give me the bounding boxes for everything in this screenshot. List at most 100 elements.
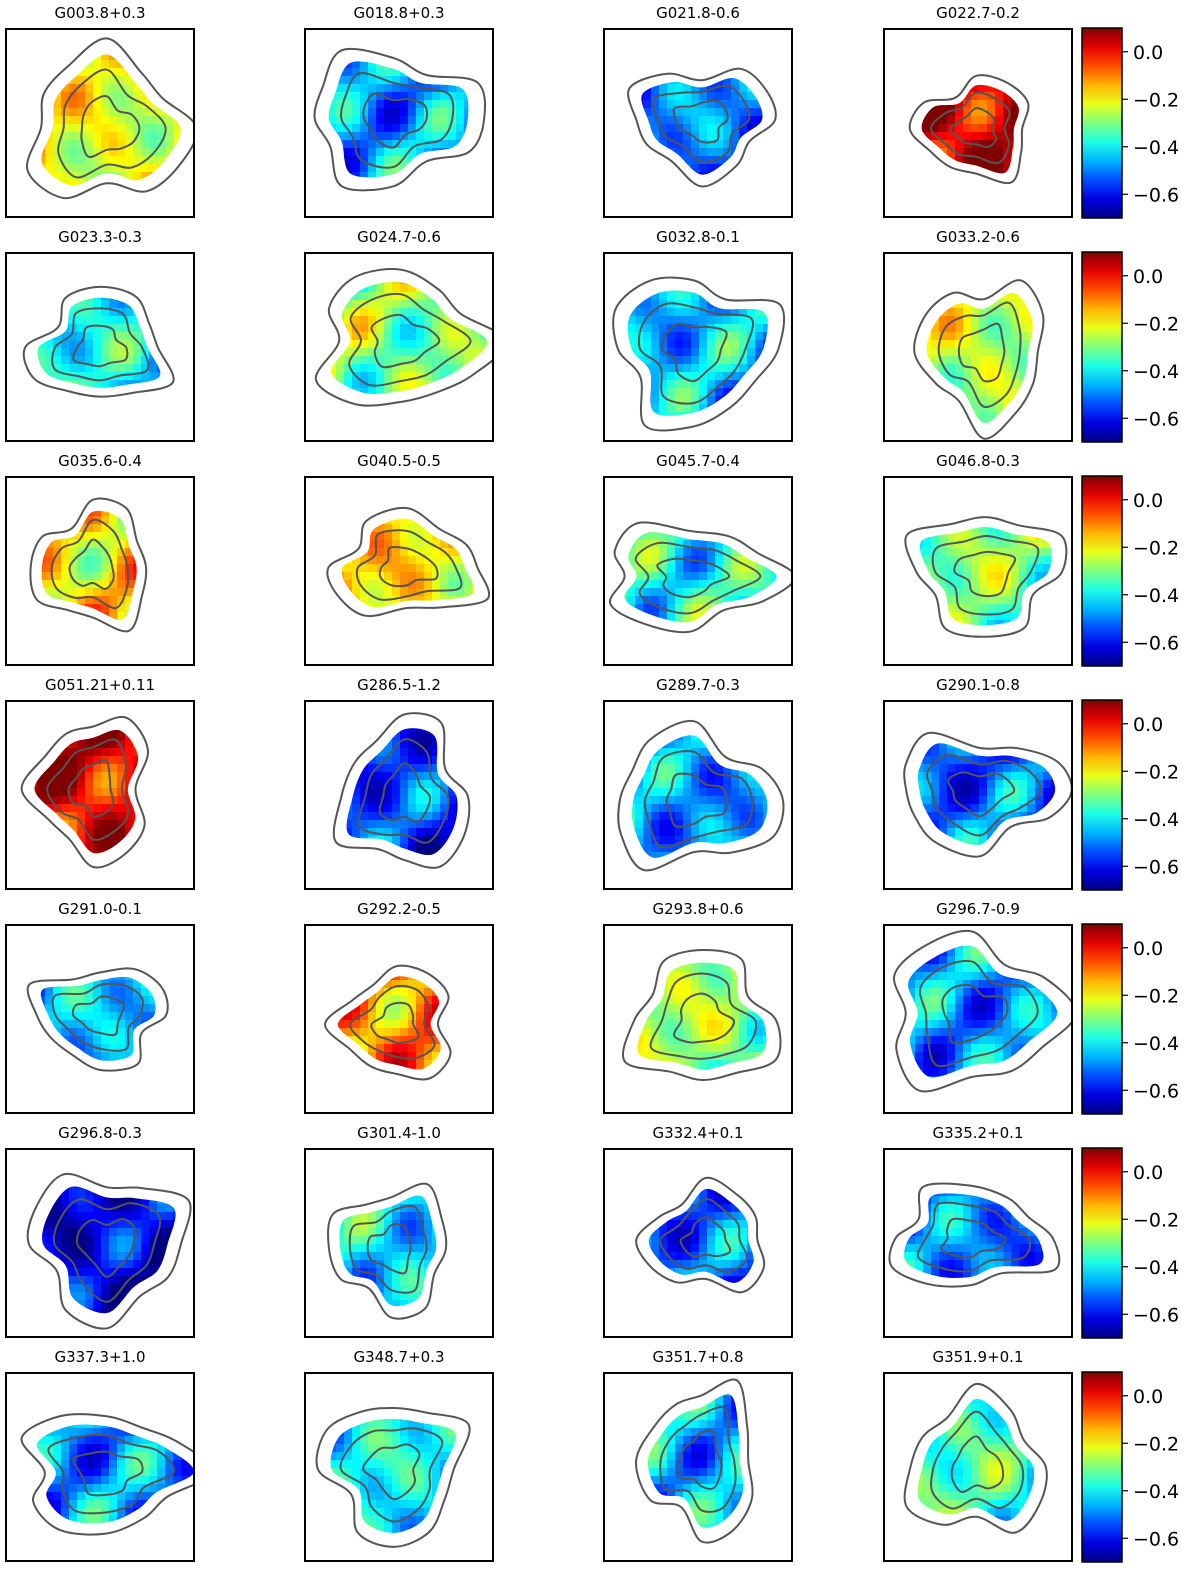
heatmap-cell	[352, 356, 361, 365]
heatmap-cell	[85, 324, 94, 333]
heatmap-cell	[1035, 164, 1044, 173]
heatmap-cell	[93, 372, 102, 381]
heatmap-cell	[987, 204, 996, 213]
heatmap-cell	[61, 180, 70, 186]
heatmap-cell	[368, 164, 377, 173]
heatmap-cell	[85, 268, 94, 277]
heatmap-cell	[1035, 284, 1044, 293]
heatmap-cell	[69, 340, 78, 349]
heatmap-cell	[181, 44, 190, 53]
heatmap-cell	[987, 52, 996, 61]
heatmap-cell	[384, 204, 393, 213]
heatmap-cell	[109, 124, 118, 133]
heatmap-cell	[923, 156, 932, 165]
heatmap-cell	[181, 380, 190, 389]
heatmap-cell	[907, 260, 916, 269]
heatmap-cell	[85, 276, 94, 285]
heatmap-cell	[699, 60, 708, 69]
heatmap-cell	[771, 260, 780, 269]
heatmap-cell	[21, 492, 30, 501]
heatmap-cell	[125, 412, 134, 421]
heatmap-cell	[392, 404, 401, 413]
heatmap-cell	[77, 564, 86, 573]
heatmap-cell	[456, 292, 465, 301]
heatmap-cell	[915, 268, 924, 277]
heatmap-cell	[416, 204, 425, 213]
heatmap-cell	[360, 332, 369, 341]
heatmap-cell	[1043, 36, 1052, 45]
heatmap-cell	[392, 420, 401, 429]
heatmap-cell	[376, 420, 385, 429]
heatmap-cell	[181, 84, 190, 93]
heatmap-cell	[971, 100, 980, 109]
heatmap-cell	[747, 316, 756, 325]
heatmap-cell	[995, 140, 1004, 149]
heatmap-cell	[715, 404, 724, 413]
heatmap-cell	[1043, 156, 1052, 165]
colorbar-gradient	[1081, 27, 1123, 219]
heatmap-cell	[181, 140, 190, 149]
heatmap-cell	[1059, 428, 1068, 437]
heatmap-cell	[707, 196, 716, 205]
heatmap-cell	[344, 388, 353, 394]
heatmap-cell	[771, 148, 780, 157]
heatmap-cells	[907, 260, 1068, 437]
heatmap-cell	[947, 324, 956, 333]
heatmap-cell	[1027, 60, 1036, 69]
heatmap-cell	[939, 188, 948, 197]
heatmap-cell	[312, 404, 321, 413]
heatmap-cell	[149, 548, 158, 557]
heatmap-cell	[173, 548, 182, 557]
heatmap-cell	[1003, 404, 1012, 413]
heatmap-cell	[312, 52, 321, 61]
heatmap-cell	[400, 140, 409, 149]
heatmap-cell	[181, 188, 190, 197]
heatmap-cell	[53, 164, 62, 173]
heatmap-cell	[899, 100, 908, 109]
heatmap-cell	[1027, 260, 1036, 269]
heatmap-cell	[643, 116, 652, 125]
heatmap-cell	[921, 116, 924, 125]
heatmap-cell	[1027, 420, 1033, 424]
heatmap-cell	[995, 340, 1004, 349]
heatmap-cell	[77, 297, 86, 301]
heatmap-cell	[739, 260, 748, 269]
heatmap-cell	[45, 156, 54, 165]
heatmap-cell	[85, 396, 94, 405]
heatmap-cell	[480, 316, 488, 325]
heatmap-cell	[368, 292, 377, 301]
heatmap-cell	[1043, 140, 1052, 149]
heatmap-cell	[651, 164, 660, 173]
heatmap-cell	[979, 308, 988, 317]
heatmap-cell	[384, 300, 393, 309]
heatmap-cell	[947, 348, 956, 357]
heatmap-cell	[1019, 332, 1028, 341]
heatmap-cell	[907, 308, 916, 317]
heatmap-cell	[635, 44, 644, 53]
heatmap-cell	[763, 428, 772, 437]
heatmap-cell	[667, 292, 676, 301]
heatmap-cell	[1059, 268, 1068, 277]
heatmap-cell	[755, 276, 764, 285]
heatmap-cell	[907, 404, 916, 413]
heatmap-cell	[691, 316, 700, 325]
heatmap-cell	[384, 124, 393, 133]
heatmap-cell	[93, 548, 102, 557]
panel-title: G033.2-0.6	[936, 228, 1020, 246]
heatmap-cell	[408, 148, 417, 157]
heatmap-cell	[939, 36, 948, 45]
heatmap-cell	[61, 316, 70, 325]
heatmap-cell	[963, 372, 972, 381]
heatmap-cell	[85, 548, 94, 557]
heatmap-cell	[53, 60, 62, 69]
heatmap-cell	[29, 292, 38, 301]
heatmap-cell	[21, 52, 30, 61]
heatmap-cell	[635, 428, 644, 437]
heatmap-cell	[424, 140, 433, 149]
heatmap-cell	[13, 60, 22, 69]
heatmap-cell	[675, 268, 684, 277]
heatmap-cell	[1043, 116, 1052, 125]
heatmap-cell	[392, 260, 401, 269]
contour-line	[370, 313, 441, 369]
heatmap-cell	[472, 292, 481, 301]
